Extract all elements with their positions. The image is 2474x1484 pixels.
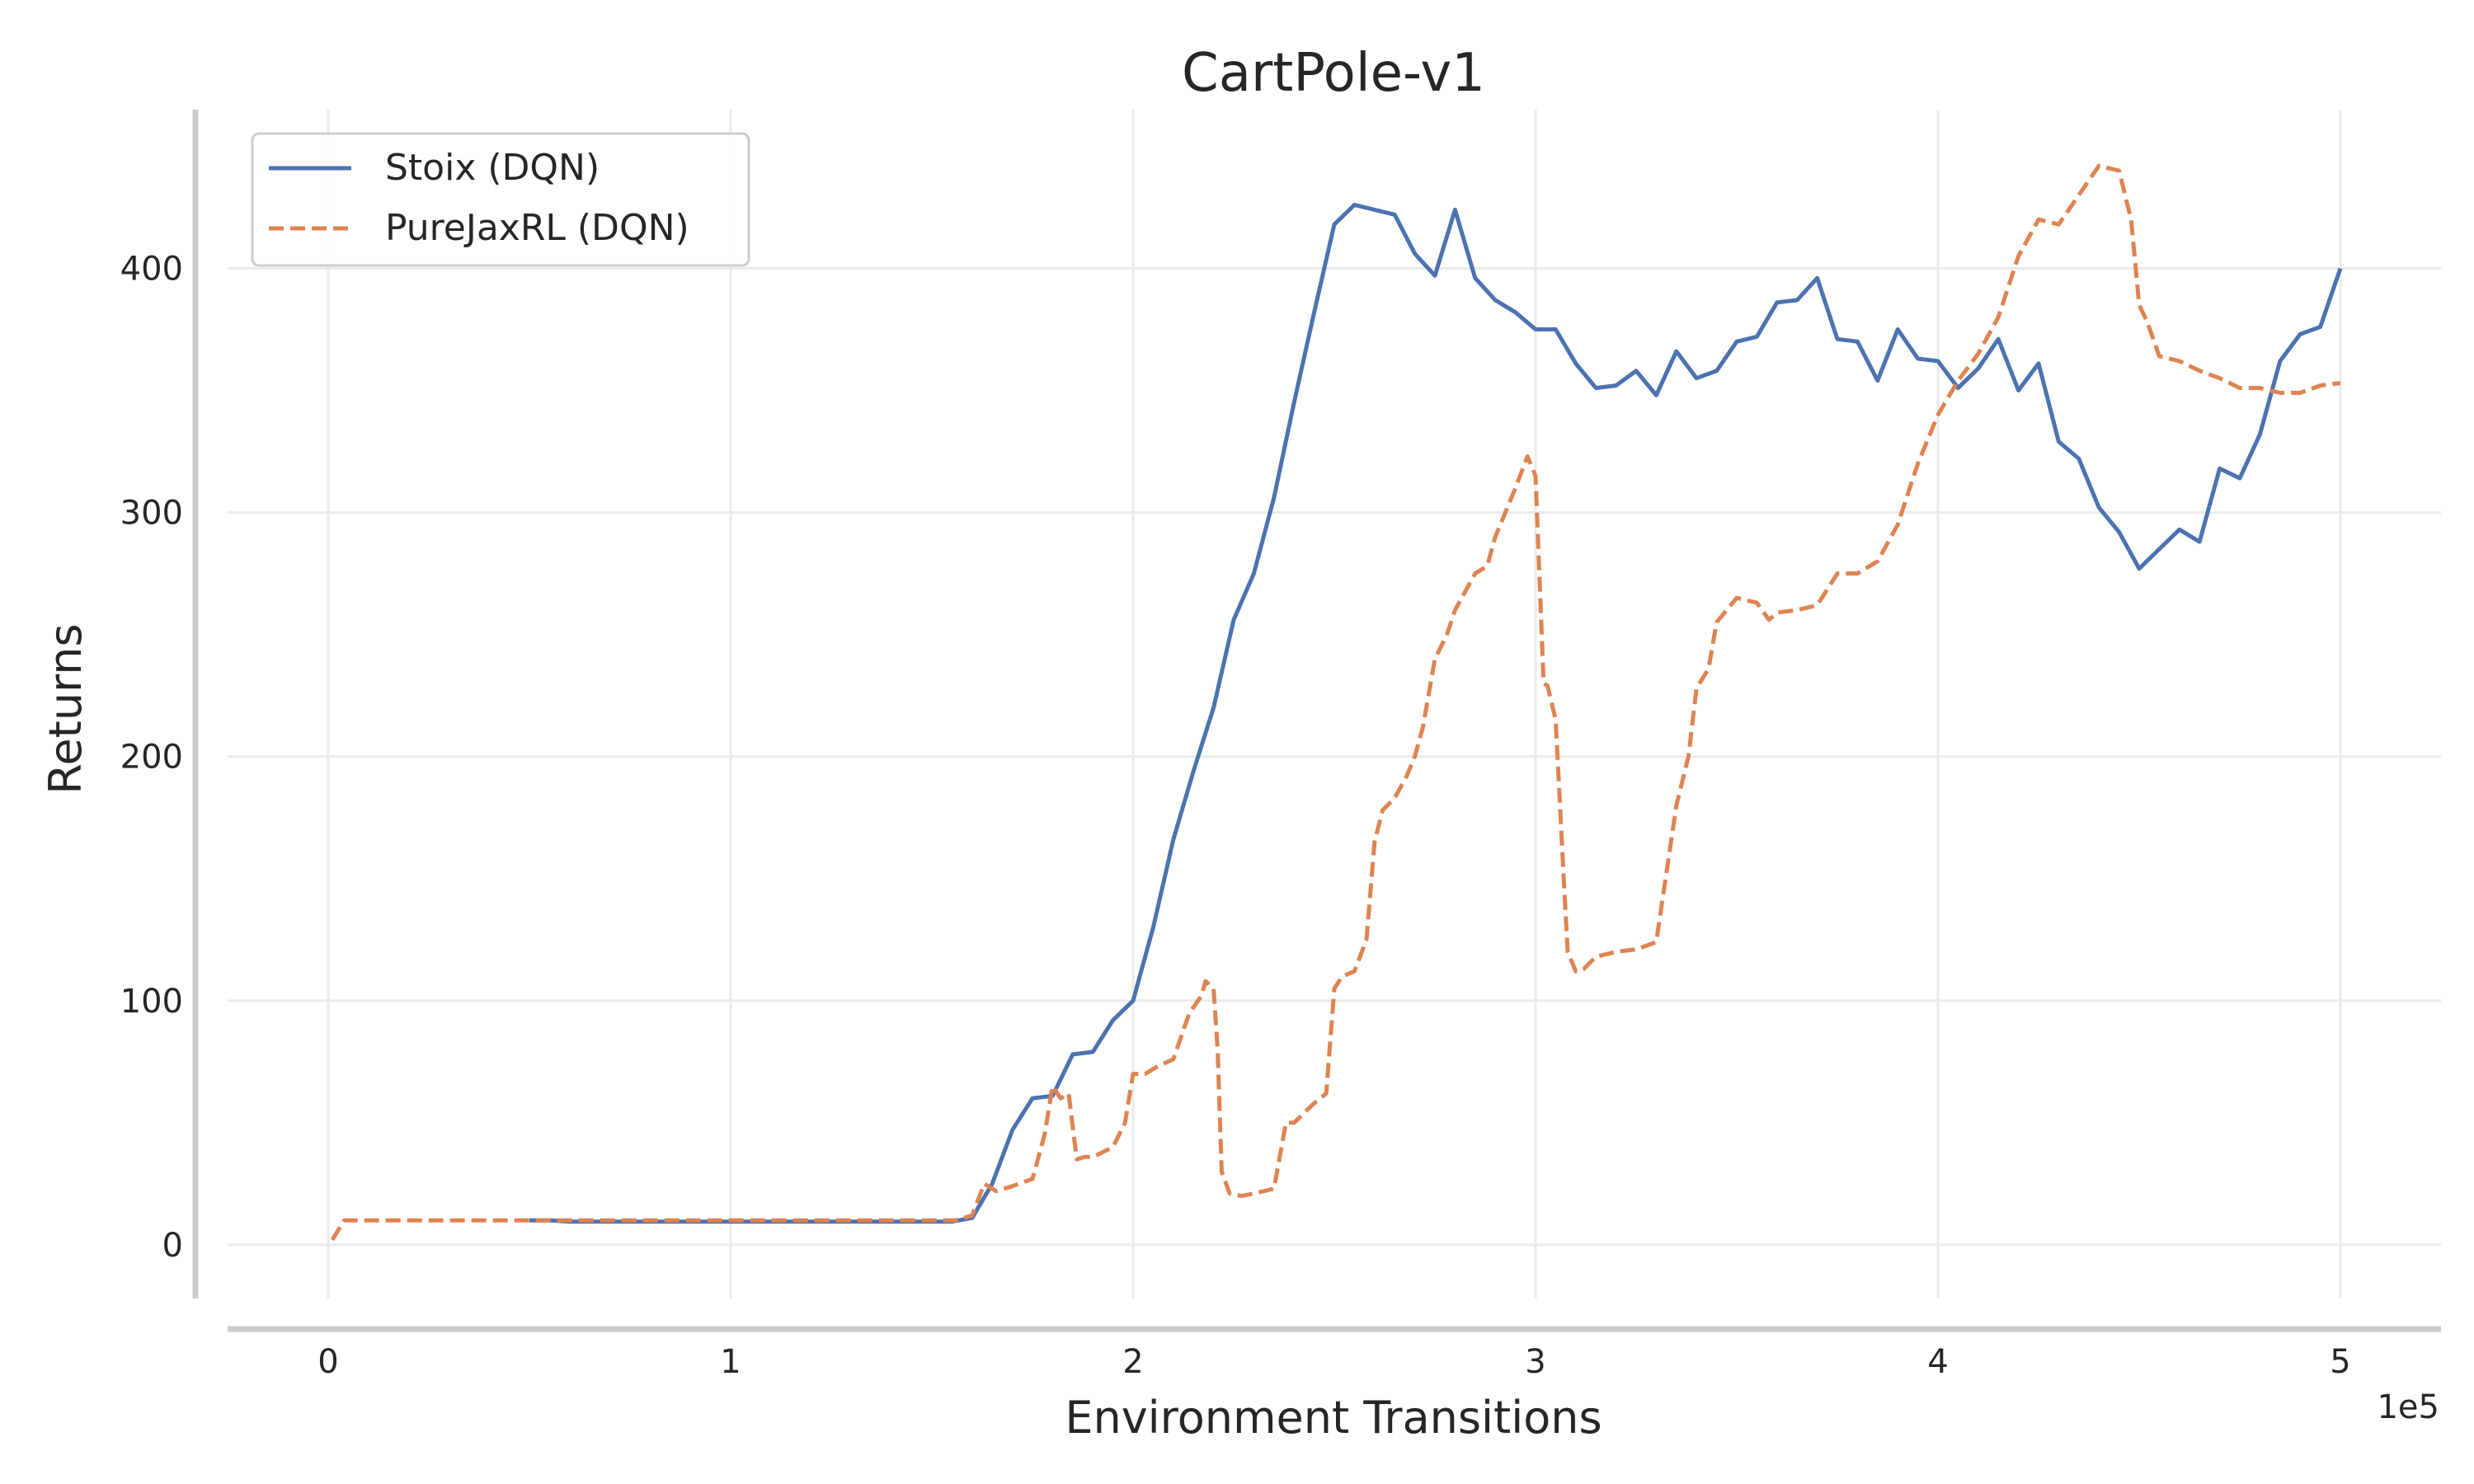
x-axis-ticks: 0 1 2 3 4 5 xyxy=(317,1343,2350,1381)
series-line-stoix xyxy=(529,203,2343,1224)
y-tick-label: 100 xyxy=(120,983,183,1021)
legend-label-stoix: Stoix (DQN) xyxy=(385,147,600,189)
series-lines xyxy=(330,163,2343,1242)
legend-label-purejaxrl: PureJaxRL (DQN) xyxy=(385,207,689,249)
x-axis-offset-label: 1e5 xyxy=(2377,1388,2439,1426)
y-tick-label: 400 xyxy=(120,250,183,288)
y-tick-label: 200 xyxy=(120,739,183,777)
x-tick-label: 0 xyxy=(317,1343,338,1381)
chart-title: CartPole-v1 xyxy=(1182,43,1485,104)
x-tick-label: 3 xyxy=(1525,1343,1545,1381)
x-tick-label: 2 xyxy=(1122,1343,1143,1381)
axes-spines xyxy=(192,110,2441,1332)
series-line-purejaxrl xyxy=(330,163,2341,1242)
x-tick-label: 1 xyxy=(720,1343,741,1381)
y-tick-label: 0 xyxy=(162,1227,183,1265)
x-tick-label: 5 xyxy=(2330,1343,2350,1381)
x-axis-label: Environment Transitions xyxy=(1065,1392,1602,1444)
x-tick-label: 4 xyxy=(1927,1343,1948,1381)
y-tick-label: 300 xyxy=(120,495,183,533)
y-axis-ticks: 0 100 200 300 400 xyxy=(120,250,183,1264)
y-axis-label: Returns xyxy=(40,623,92,794)
grid xyxy=(228,110,2441,1298)
legend: Stoix (DQN) PureJaxRL (DQN) xyxy=(251,132,750,267)
legend-frame xyxy=(251,132,750,267)
